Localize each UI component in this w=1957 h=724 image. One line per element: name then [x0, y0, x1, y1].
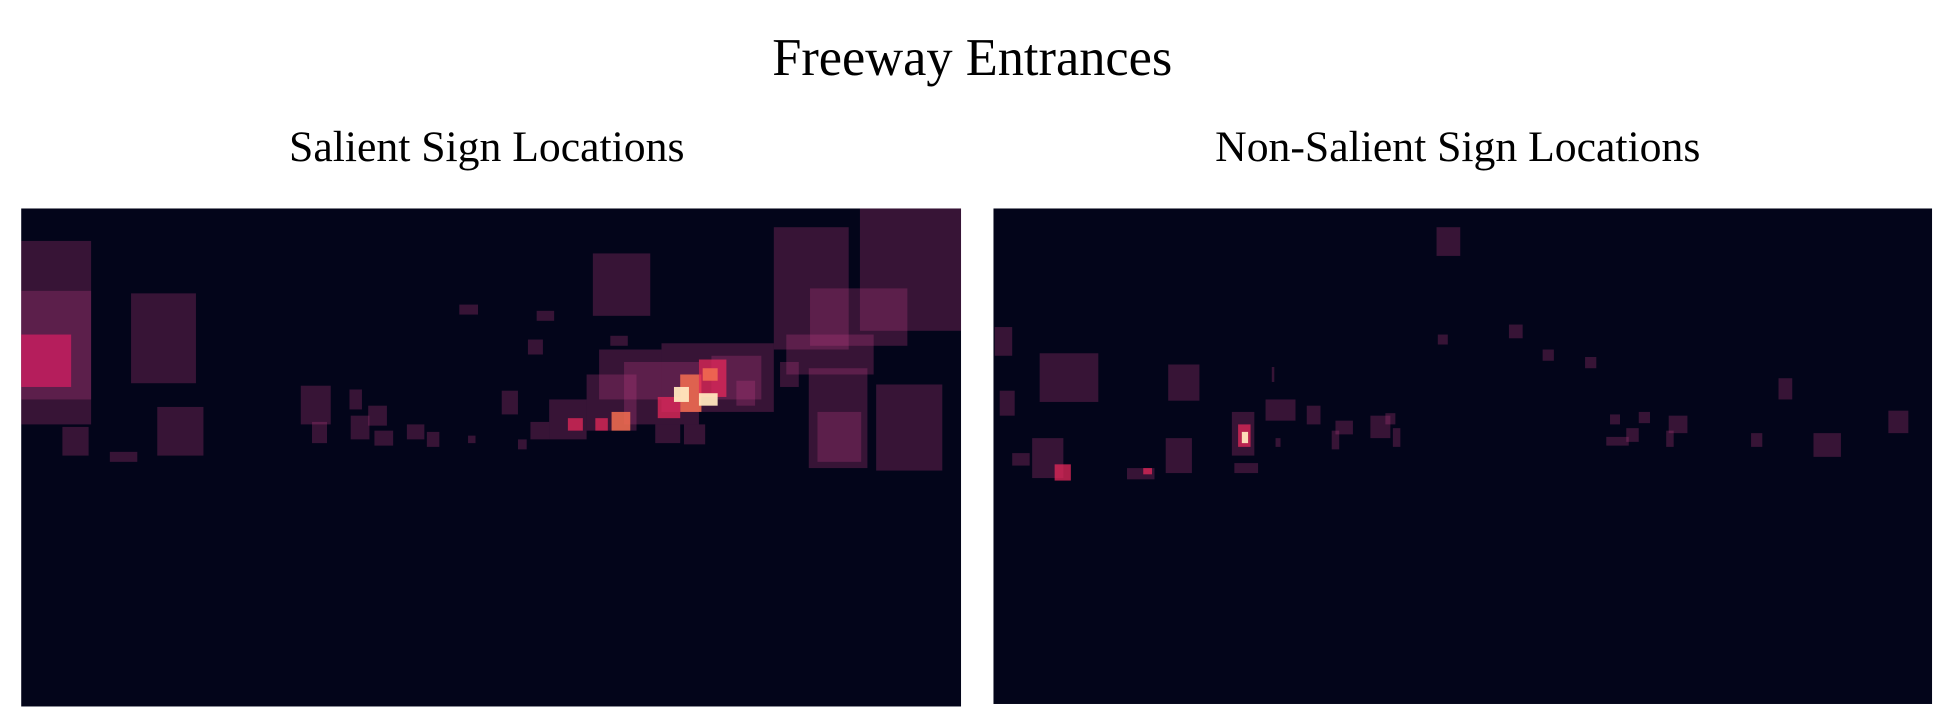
- heatmap-cell: [312, 421, 327, 444]
- heatmap-cell: [1054, 464, 1071, 481]
- heatmap-cell: [859, 208, 962, 331]
- heatmap-cell: [109, 451, 138, 462]
- heatmap-cell: [683, 424, 706, 445]
- heatmap-cell: [157, 406, 204, 456]
- heatmap-cell: [1610, 414, 1621, 425]
- heatmap-cell: [999, 390, 1015, 416]
- heatmap-cell: [374, 430, 394, 446]
- heatmap-cell: [1275, 438, 1281, 447]
- heatmap-cell: [736, 380, 756, 406]
- panel-title: Salient Sign Locations: [289, 123, 684, 171]
- heatmap-cell: [1626, 428, 1639, 442]
- heatmap-cell: [1039, 353, 1099, 402]
- heatmap-cell: [1508, 324, 1523, 339]
- heatmap-cell: [1127, 468, 1155, 480]
- heatmap-cell: [1265, 399, 1296, 421]
- heatmap-cell: [780, 362, 799, 387]
- heatmap-cell: [1335, 420, 1353, 435]
- heatmap-cell: [1666, 430, 1674, 447]
- heatmap-cell: [62, 426, 89, 456]
- heatmap-cell: [350, 415, 370, 440]
- heatmap-cell: [1542, 349, 1554, 361]
- figure-title: Freeway Entrances: [772, 29, 1172, 87]
- heatmap-cell: [1331, 430, 1340, 450]
- heatmap-cell: [536, 310, 555, 321]
- heatmap-cell: [657, 396, 681, 419]
- heatmap-cell: [1436, 227, 1461, 256]
- heatmap-cell: [1751, 433, 1763, 447]
- heatmap-cell: [610, 335, 628, 346]
- heatmap-cell: [817, 411, 862, 462]
- heatmap-cell: [468, 435, 476, 444]
- heatmap-cell: [592, 253, 651, 316]
- heatmap-cell: [673, 386, 689, 402]
- heatmap-cell: [406, 424, 425, 440]
- heatmap-cell: [1585, 357, 1597, 369]
- heatmap-cell: [1385, 413, 1396, 425]
- heatmap-cell: [1012, 453, 1030, 466]
- heatmap-cell: [1168, 364, 1200, 401]
- heatmap-cell: [1370, 415, 1391, 439]
- heatmap-cells: [21, 208, 1909, 481]
- heatmap-cell: [1668, 415, 1688, 434]
- panel-title: Non-Salient Sign Locations: [1215, 123, 1700, 171]
- heatmap-cell: [1165, 438, 1192, 474]
- heatmap-cell: [368, 405, 387, 426]
- heatmap-cell: [1813, 433, 1841, 457]
- heatmap-cell: [131, 293, 196, 384]
- heatmap-cell: [680, 374, 702, 412]
- heatmap-cell: [567, 418, 583, 431]
- heatmap-cell: [1392, 428, 1401, 447]
- heatmap-cell: [1306, 405, 1321, 425]
- heatmap-cell: [786, 334, 874, 375]
- heatmap-cell: [21, 334, 72, 387]
- heatmap-cell: [459, 304, 479, 315]
- heatmap-cell: [1437, 334, 1448, 345]
- heatmap-cell: [698, 393, 718, 406]
- heatmap-cell: [655, 424, 681, 444]
- heatmap-cell: [1143, 468, 1152, 475]
- heatmap-cell: [599, 349, 662, 400]
- heatmap-panel: [993, 208, 1933, 704]
- heatmap-cell: [527, 339, 543, 355]
- heatmap-cell: [810, 288, 908, 346]
- heatmap-cell: [994, 327, 1013, 356]
- heatmap-cell: [501, 390, 518, 415]
- heatmap-cell: [702, 368, 718, 381]
- heatmap-cell: [426, 431, 440, 447]
- heatmap-cell: [530, 421, 550, 440]
- heatmap-cell: [773, 227, 849, 350]
- heatmap-cell: [1234, 463, 1259, 474]
- heatmap-cell: [300, 385, 331, 425]
- heatmap-cell: [1638, 411, 1650, 424]
- heatmap-cell: [349, 389, 362, 410]
- heatmap-cell: [1606, 436, 1629, 446]
- heatmap-cell: [611, 411, 631, 431]
- heatmap-cell: [1888, 410, 1909, 434]
- heatmap-cell: [808, 368, 868, 469]
- heatmap-cell: [21, 240, 92, 425]
- heatmap-cell: [517, 439, 527, 450]
- heatmap-panel: [21, 208, 962, 707]
- heatmap-cell: [1778, 378, 1793, 400]
- heatmap-cell: [1241, 431, 1249, 444]
- heatmap-cell: [595, 418, 608, 431]
- heatmap-cell: [1271, 366, 1275, 382]
- heatmap-cell: [876, 384, 943, 471]
